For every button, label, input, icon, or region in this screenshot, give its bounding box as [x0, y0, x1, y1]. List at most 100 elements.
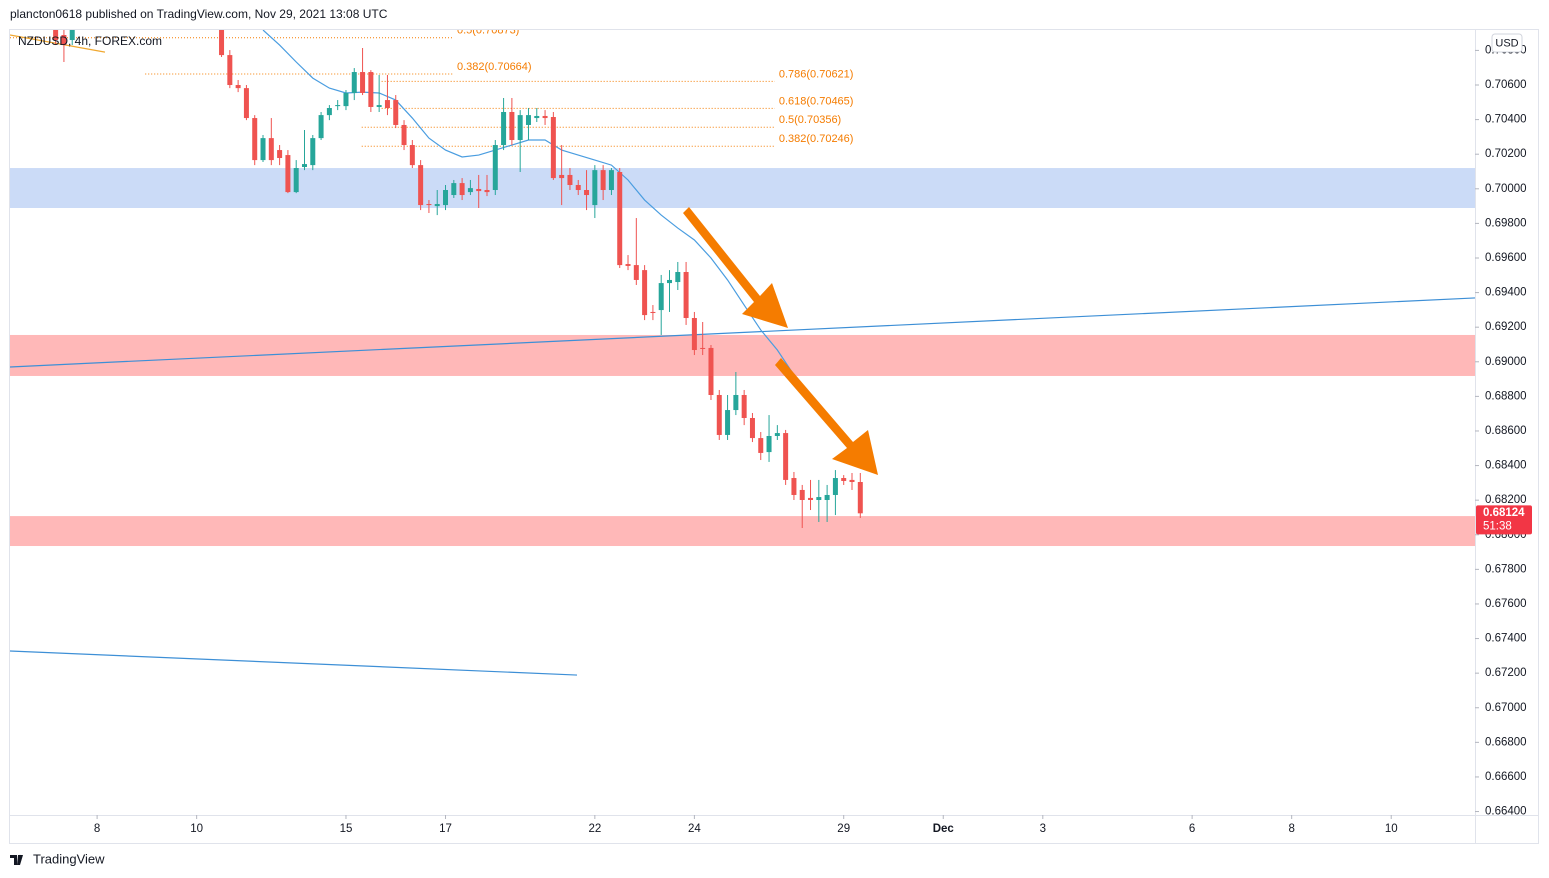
zone — [10, 516, 1475, 547]
fib-label: 0.5(0.70873) — [457, 25, 519, 37]
footer-logo — [10, 854, 23, 865]
x-tick-label: 10 — [190, 823, 203, 835]
candle-body — [816, 497, 822, 500]
fib-label: 0.382(0.70664) — [457, 61, 532, 73]
fib-label: 0.786(0.70621) — [779, 68, 854, 80]
y-tick-label: 0.68400 — [1485, 460, 1527, 472]
frame — [9, 29, 1539, 844]
candle-body — [525, 115, 531, 125]
candle-body — [484, 190, 490, 193]
candle-body — [476, 188, 482, 192]
x-tick-label: 24 — [688, 823, 701, 835]
candle-body — [351, 72, 357, 93]
candle-body — [418, 165, 424, 206]
candle-body — [741, 394, 747, 419]
last-price-box — [1476, 505, 1532, 535]
candle-body — [559, 174, 565, 179]
candle-body — [393, 100, 399, 125]
candle-body — [53, 30, 59, 41]
trend-line — [10, 650, 578, 676]
x-tick-label: 10 — [1385, 823, 1398, 835]
candle-body — [426, 204, 432, 206]
candle-body — [550, 117, 556, 179]
candle-body — [252, 118, 258, 161]
y-tick-label: 0.70000 — [1485, 183, 1527, 195]
candle-body — [517, 115, 523, 141]
plot-area: 0.5(0.70873) 0.382(0.70664) 0.786(0.70621)… — [10, 25, 1475, 676]
x-tick-label: 8 — [1288, 823, 1294, 835]
y-tick-label: 0.68200 — [1485, 494, 1527, 506]
y-tick-label: 0.67200 — [1485, 667, 1527, 679]
x-tick-label: 6 — [1189, 823, 1195, 835]
candle-body — [343, 92, 349, 107]
candle-body — [857, 482, 863, 514]
candle-body — [268, 138, 274, 161]
candle-body — [227, 55, 233, 86]
currency-label: USD — [1495, 37, 1518, 49]
fib-label: 0.382(0.70246) — [779, 133, 854, 145]
candle-body — [443, 190, 449, 206]
candle-body — [509, 111, 515, 141]
candle-body — [69, 30, 75, 41]
candle-body — [758, 438, 764, 453]
candle-body — [600, 170, 606, 191]
x-tick-label: Dec — [933, 823, 955, 835]
y-tick-label: 0.69400 — [1485, 287, 1527, 299]
arrow — [683, 207, 788, 328]
candle-body — [700, 347, 706, 349]
candle-body — [61, 35, 67, 46]
candle-body — [841, 478, 847, 481]
x-tick-label: 29 — [837, 823, 850, 835]
trend-line — [10, 297, 1475, 368]
x-tick-label: 3 — [1040, 823, 1046, 835]
candle-body — [301, 164, 307, 168]
y-tick-label: 0.66800 — [1485, 736, 1527, 748]
y-tick-label: 0.67000 — [1485, 702, 1527, 714]
candle-body — [749, 418, 755, 439]
fib-label: 0.5(0.70356) — [779, 114, 841, 126]
candle-body — [376, 105, 382, 107]
candle-body — [310, 138, 316, 166]
y-tick-label: 0.69000 — [1485, 356, 1527, 368]
candle-body — [683, 272, 689, 319]
candle-body — [285, 155, 291, 193]
x-tick-label: 8 — [94, 823, 100, 835]
candle-body — [691, 318, 697, 351]
candle-body — [774, 433, 780, 436]
candle-body — [716, 394, 722, 435]
candle-body — [384, 100, 390, 109]
candle-body — [534, 115, 540, 119]
candle-body — [658, 283, 664, 311]
candle-body — [799, 489, 805, 500]
candle-body — [575, 184, 581, 191]
candle-body — [608, 170, 614, 191]
y-tick-label: 0.68800 — [1485, 390, 1527, 402]
candle-body — [409, 145, 415, 166]
header-title: plancton0618 published on TradingView.co… — [10, 7, 388, 21]
y-tick-label: 0.69600 — [1485, 252, 1527, 264]
candle-body — [708, 347, 714, 395]
candle-body — [277, 150, 283, 159]
candle-body — [368, 72, 374, 107]
axes: 0.66400 0.66600 0.66800 0.67000 0.67200 0.674… — [94, 44, 1532, 835]
candle-body — [675, 272, 681, 283]
symbol-legend: NZDUSD, 4h, FOREX.com — [18, 34, 162, 48]
candle-body — [451, 183, 457, 196]
candle-body — [293, 168, 299, 193]
overlay — [683, 207, 878, 475]
candle-body — [824, 494, 830, 500]
candle-body — [766, 435, 772, 453]
zone — [10, 168, 1475, 209]
candle-body — [501, 111, 507, 146]
y-tick-label: 0.66600 — [1485, 771, 1527, 783]
arrow — [775, 358, 878, 475]
y-tick-label: 0.69800 — [1485, 217, 1527, 229]
candle-body — [666, 279, 672, 284]
candle-body — [235, 85, 241, 89]
candle-body — [326, 108, 332, 116]
candle-body — [243, 88, 249, 119]
y-tick-label: 0.69200 — [1485, 321, 1527, 333]
